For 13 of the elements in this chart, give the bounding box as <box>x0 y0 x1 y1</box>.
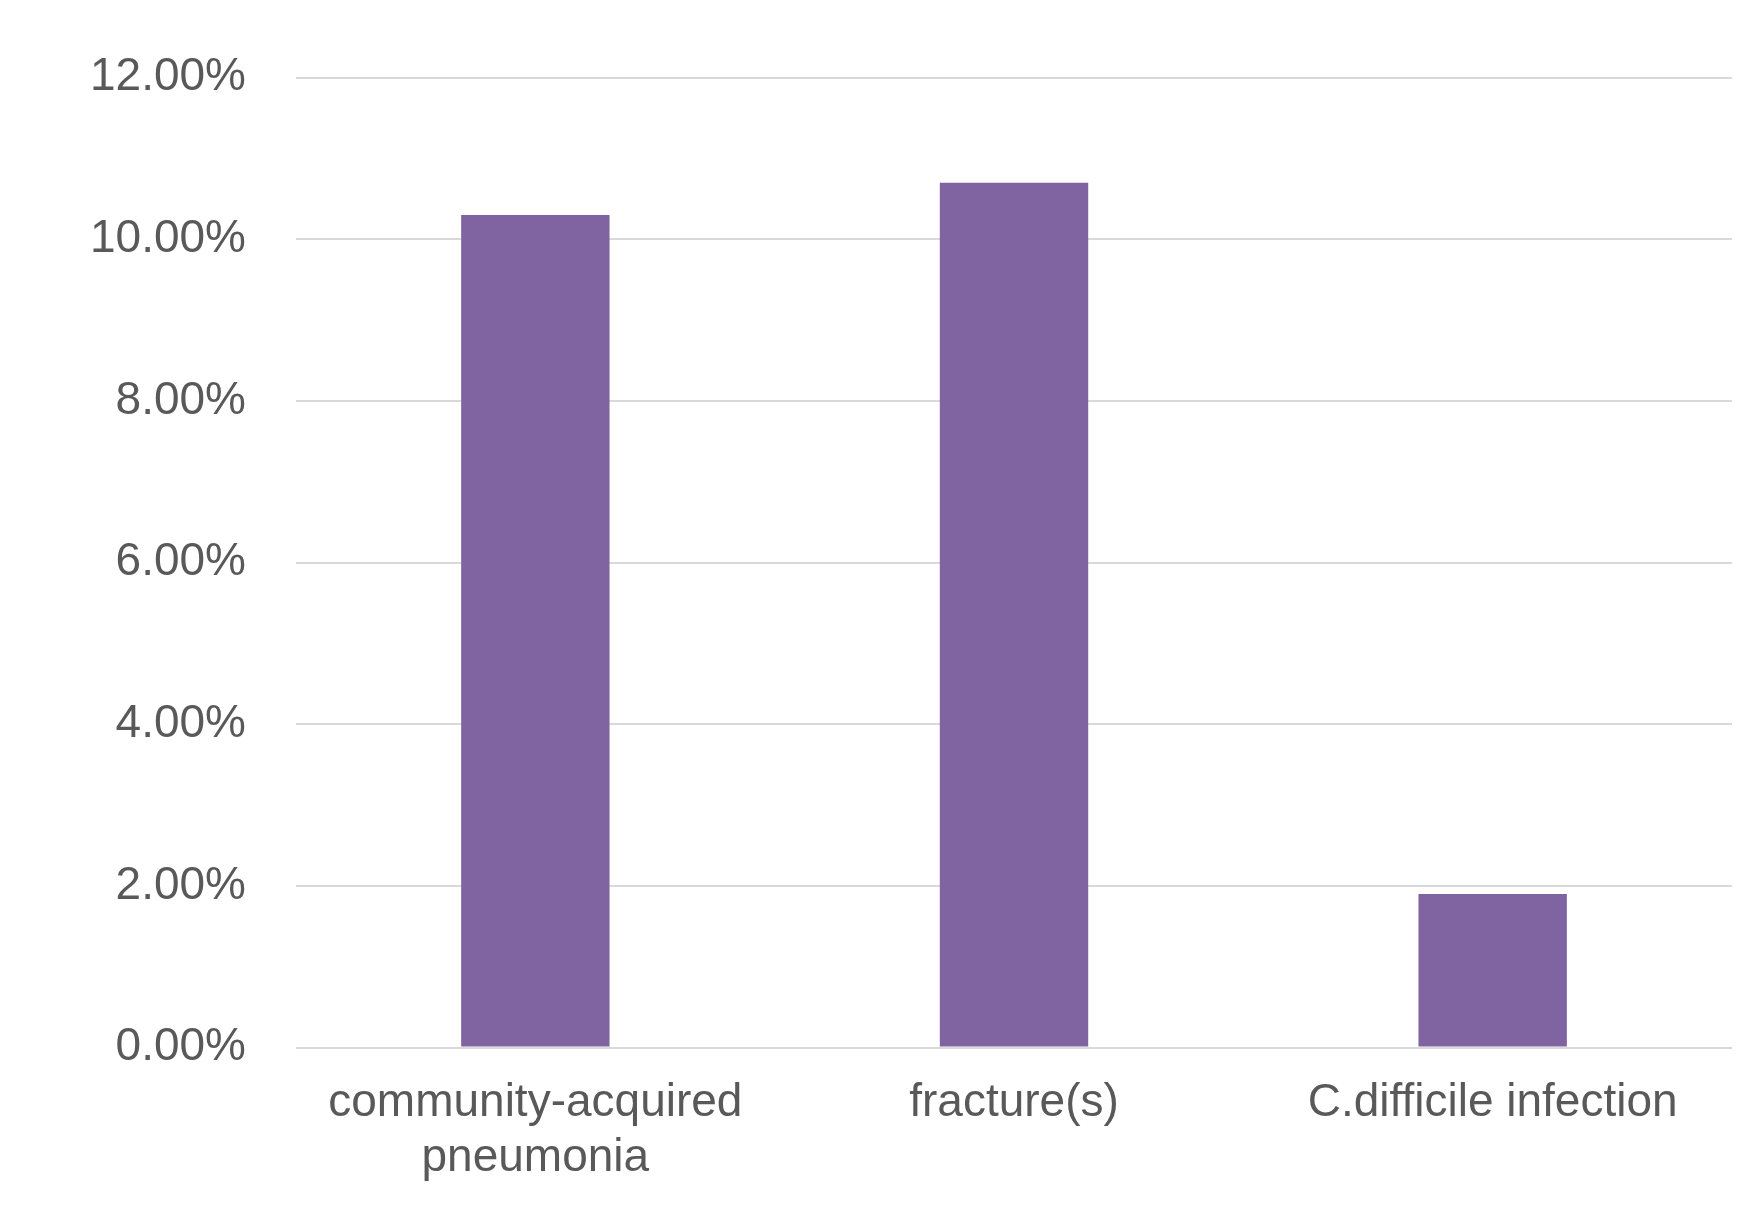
y-tick-label: 8.00% <box>115 371 247 424</box>
y-tick-label: 0.00% <box>115 1018 247 1071</box>
y-tick-label: 2.00% <box>115 856 247 909</box>
y-tick-label: 6.00% <box>115 533 247 586</box>
x-tick-label: community-acquired pneumonia <box>328 1073 743 1182</box>
x-tick-label: C.difficile infection <box>1307 1073 1678 1126</box>
x-tick-label: fracture(s) <box>909 1073 1119 1126</box>
y-tick-label: 4.00% <box>115 694 247 747</box>
bar <box>461 215 610 1047</box>
y-tick-label: 12.00% <box>90 48 247 101</box>
y-tick-label: 10.00% <box>90 209 247 262</box>
bar <box>1418 894 1567 1047</box>
bar <box>939 182 1089 1047</box>
